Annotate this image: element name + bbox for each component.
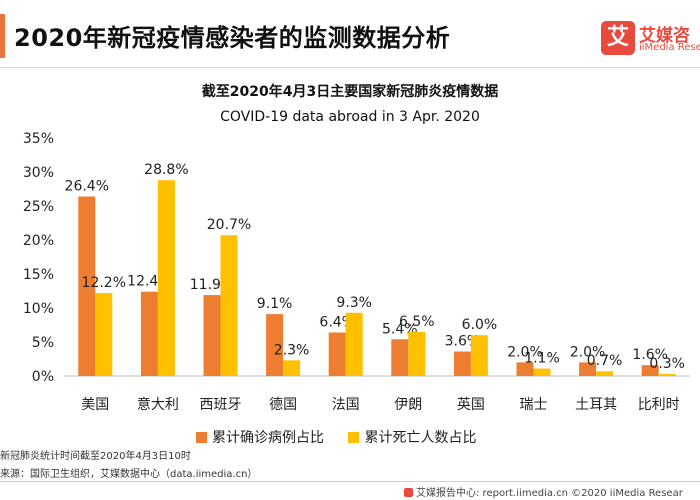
logo-text-en: iiMedia Rese	[639, 42, 700, 53]
logo-mark-icon: 艾	[601, 21, 635, 55]
bar-confirmed	[641, 365, 659, 376]
x-tick-label: 瑞士	[520, 397, 548, 413]
bar-deaths	[283, 360, 301, 376]
data-label-deaths: 0.3%	[649, 356, 685, 372]
bar-deaths	[345, 312, 363, 376]
legend-item-deaths: 累计死亡人数占比	[348, 427, 476, 447]
bar-deaths	[596, 371, 614, 376]
source-note: 来源：国际卫生组织，艾媒数据中心（data.iimedia.cn）	[0, 469, 258, 480]
y-tick-label: 30%	[23, 165, 54, 181]
legend-item-confirmed: 累计确诊病例占比	[196, 427, 324, 447]
bar-deaths	[220, 235, 238, 376]
data-label-confirmed: 2.0%	[507, 344, 543, 360]
y-tick-label: 15%	[23, 267, 54, 283]
legend-label-deaths: 累计死亡人数占比	[364, 430, 477, 446]
bar-deaths	[470, 335, 488, 376]
x-tick-label: 意大利	[137, 396, 179, 413]
data-label-deaths: 28.8%	[144, 162, 188, 178]
bar-confirmed	[140, 291, 158, 376]
x-tick-label: 比利时	[638, 397, 680, 413]
bar-confirmed	[266, 314, 284, 376]
bar-confirmed	[328, 332, 346, 376]
y-tick-label: 10%	[23, 301, 54, 317]
bar-deaths	[533, 368, 551, 376]
legend-swatch-deaths	[348, 432, 360, 443]
bar-deaths	[157, 180, 175, 376]
footer-divider	[0, 481, 700, 482]
bar-confirmed	[579, 362, 597, 376]
bar-confirmed	[516, 362, 534, 376]
x-tick-label: 西班牙	[200, 397, 242, 413]
y-tick-label: 5%	[32, 335, 54, 351]
x-tick-label: 德国	[269, 397, 297, 413]
bar-confirmed	[391, 339, 409, 376]
footer-logo-icon	[404, 488, 413, 497]
y-tick-label: 0%	[32, 369, 54, 385]
x-tick-label: 法国	[332, 397, 360, 413]
footnote: 新冠肺炎统计时间截至2020年4月3日10时	[0, 451, 191, 462]
y-tick-label: 20%	[23, 233, 54, 249]
bar-deaths	[95, 293, 113, 376]
footer: 艾媒报告中心: report.iimedia.cn ©2020 iiMedia …	[404, 484, 683, 499]
bar-confirmed	[78, 196, 96, 376]
bar-confirmed	[453, 351, 471, 376]
data-label-deaths: 0.7%	[587, 353, 623, 369]
page-title: 2020年新冠疫情感染者的监测数据分析	[14, 24, 451, 52]
data-label-confirmed: 9.1%	[257, 296, 293, 312]
x-tick-label: 英国	[457, 396, 485, 413]
chart-title: 截至2020年4月3日主要国家新冠肺炎疫情数据	[201, 84, 499, 100]
data-label-confirmed: 1.6%	[632, 347, 668, 363]
header-divider	[0, 67, 700, 68]
data-label-deaths: 6.0%	[462, 317, 498, 333]
legend-label-confirmed: 累计确诊病例占比	[212, 430, 324, 446]
chart-legend: 累计确诊病例占比 累计死亡人数占比	[196, 427, 496, 447]
data-label-deaths: 6.5%	[399, 314, 435, 330]
logo-text-cn: 艾媒咨	[639, 26, 690, 46]
x-tick-label: 土耳其	[575, 397, 617, 413]
y-tick-label: 25%	[23, 199, 54, 215]
data-label-deaths: 20.7%	[207, 217, 251, 233]
iimedia-logo: 艾 艾媒咨 iiMedia Rese	[601, 21, 700, 61]
legend-swatch-confirmed	[196, 432, 207, 443]
bar-confirmed	[203, 295, 221, 376]
chart-subtitle: COVID-19 data abroad in 3 Apr. 2020	[220, 109, 480, 125]
y-tick-label: 35%	[23, 131, 54, 147]
title-accent-bar	[0, 14, 5, 58]
data-label-deaths: 2.3%	[274, 342, 310, 358]
data-label-deaths: 12.2%	[82, 275, 126, 291]
data-label-deaths: 1.1%	[524, 351, 560, 367]
data-label-confirmed: 26.4%	[65, 178, 109, 194]
footer-text: 艾媒报告中心: report.iimedia.cn ©2020 iiMedia …	[416, 488, 683, 499]
data-label-confirmed: 2.0%	[570, 344, 606, 360]
data-label-deaths: 9.3%	[336, 295, 372, 311]
bar-deaths	[408, 331, 426, 376]
x-tick-label: 美国	[81, 397, 109, 413]
x-tick-label: 伊朗	[394, 397, 422, 413]
bar-deaths	[658, 373, 676, 376]
